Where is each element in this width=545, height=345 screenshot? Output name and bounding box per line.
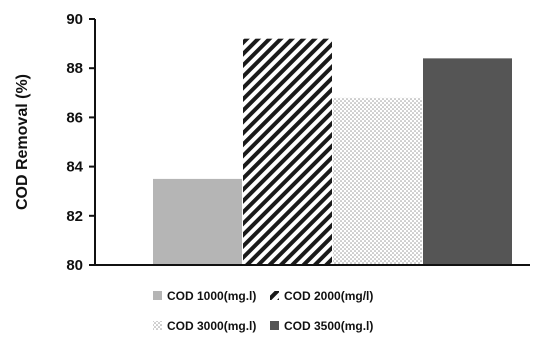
y-tick-label: 86 (66, 109, 83, 126)
bar-1 (153, 178, 242, 265)
bars-group (153, 38, 512, 266)
legend: COD 1000(mg.l) COD 2000(mg/l) COD 3000(mg.… (153, 289, 373, 333)
legend-label-3: COD 3000(mg.l) (167, 319, 256, 333)
y-tick-label: 80 (66, 257, 83, 274)
legend-swatch-3 (153, 321, 162, 330)
legend-swatch-2 (270, 291, 279, 300)
legend-swatch-1 (153, 291, 162, 300)
y-axis-title: COD Removal (%) (14, 74, 31, 210)
bar-3 (333, 97, 422, 265)
legend-label-2: COD 2000(mg/l) (284, 289, 373, 303)
legend-label-4: COD 3500(mg.l) (284, 319, 373, 333)
y-tick-label: 82 (66, 208, 83, 225)
y-tick-label: 84 (66, 159, 83, 176)
y-axis-ticks: 80 82 84 86 88 90 (66, 11, 95, 274)
legend-label-1: COD 1000(mg.l) (167, 289, 256, 303)
y-tick-label: 90 (66, 11, 83, 28)
legend-swatch-4 (270, 321, 279, 330)
y-tick-label: 88 (66, 60, 83, 77)
bar-2 (243, 38, 332, 266)
bar-4 (423, 58, 512, 265)
